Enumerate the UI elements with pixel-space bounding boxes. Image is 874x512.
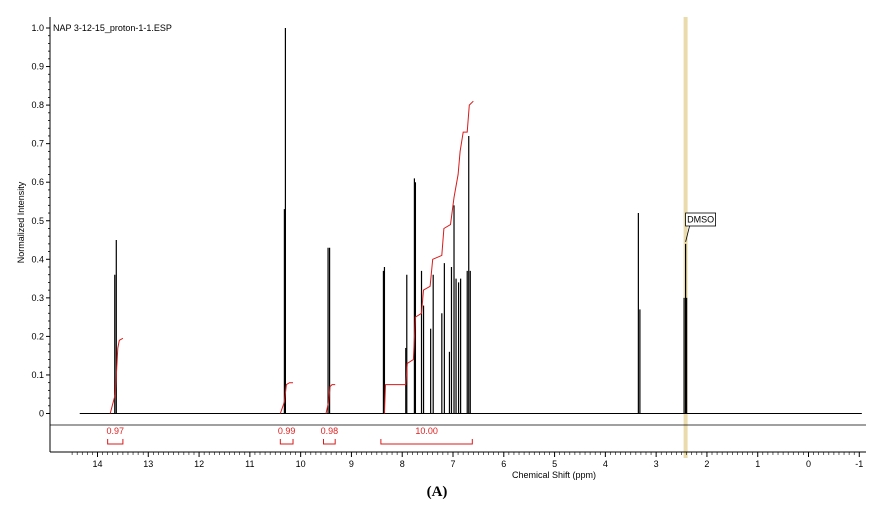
y-tick-label: 0.6: [31, 177, 44, 187]
integration-value-label: 0.99: [278, 426, 296, 436]
x-tick-label: 2: [704, 459, 709, 469]
spectrum-file-label: NAP 3-12-15_proton-1-1.ESP: [53, 23, 172, 33]
x-tick-label: 14: [92, 459, 102, 469]
x-tick-label: 10: [296, 459, 306, 469]
y-tick-label: 0: [39, 409, 44, 419]
integration-value-label: 0.98: [321, 426, 339, 436]
annotation-layer: DMSO: [685, 212, 716, 242]
x-tick-label: 4: [603, 459, 608, 469]
integration-ranges-layer: 0.97 0.99 0.98 10.00: [107, 426, 473, 445]
y-tick-label: 0.4: [31, 254, 44, 264]
integration-range-bracket: [107, 439, 124, 445]
y-axis-title: Normalized Intensity: [16, 181, 26, 263]
integration-range-bracket: [279, 439, 294, 445]
figure-caption: (A): [426, 484, 448, 500]
integration-range-bracket: [322, 439, 336, 445]
integral-curve: [383, 100, 474, 414]
annotation-label: DMSO: [687, 215, 714, 225]
x-tick-label: 5: [552, 459, 557, 469]
x-tick-label: 12: [194, 459, 204, 469]
integral-curve: [279, 382, 293, 414]
annotation-box: [685, 212, 716, 227]
x-axis-title: Chemical Shift (ppm): [512, 470, 596, 480]
integration-value-label: 0.97: [107, 426, 125, 436]
x-tick-label: 13: [143, 459, 153, 469]
y-tick-label: 0.2: [31, 331, 44, 341]
y-tick-label: 0.7: [31, 139, 44, 149]
x-tick-label: 0: [806, 459, 811, 469]
x-tick-label: 11: [245, 459, 254, 469]
spectrum-layer: [79, 28, 862, 414]
x-tick-label: 6: [501, 459, 506, 469]
y-tick-label: 0.9: [31, 62, 44, 72]
y-tick-label: 0.1: [31, 370, 44, 380]
y-tick-label: 0.3: [31, 293, 44, 303]
integral-curve: [325, 384, 336, 414]
solvent-highlight-band: [683, 17, 688, 458]
x-tick-label: 1: [755, 459, 760, 469]
integral-curve: [109, 337, 124, 414]
integration-value-label: 10.00: [415, 426, 438, 436]
x-tick-label: 7: [450, 459, 455, 469]
x-tick-label: -1: [855, 459, 863, 469]
annotation-leader-line: [685, 225, 690, 242]
y-tick-label: 0.5: [31, 216, 44, 226]
x-tick-label: 3: [654, 459, 659, 469]
y-tick-label: 0.8: [31, 100, 44, 110]
axes-layer: 00.10.20.30.40.50.60.70.80.91.014 13 12 11 1…: [31, 17, 866, 469]
x-tick-label: 9: [349, 459, 354, 469]
x-tick-label: 8: [400, 459, 405, 469]
integral-curves-layer: [109, 100, 474, 414]
integration-range-bracket: [380, 439, 473, 445]
y-tick-label: 1.0: [31, 23, 44, 33]
